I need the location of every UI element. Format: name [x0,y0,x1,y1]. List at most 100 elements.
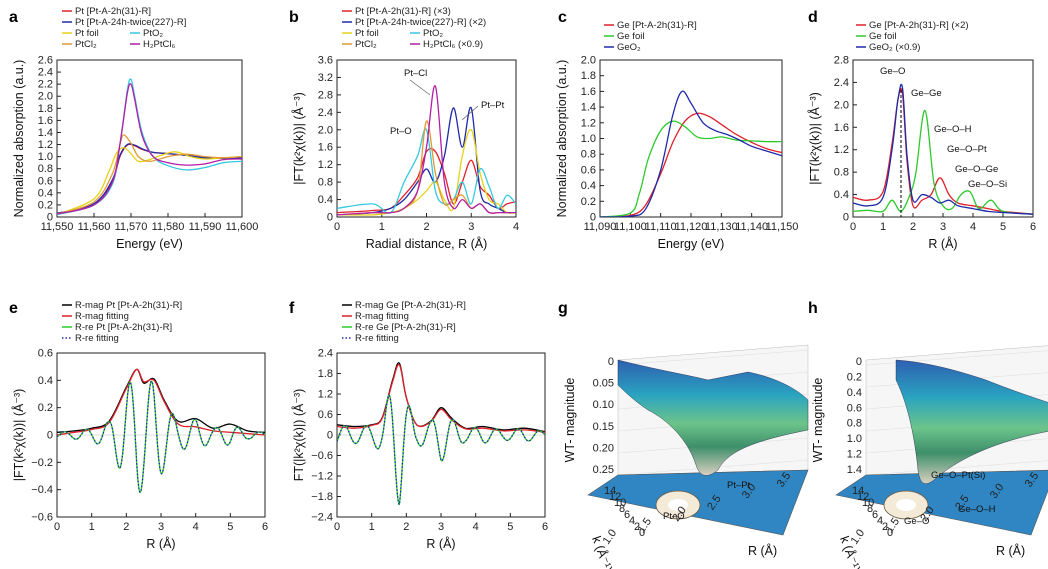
y-tick-label-b-6: 2.4 [318,107,333,119]
panel-label-f: f [289,300,295,317]
y-tick-label-b-1: 0.4 [318,194,333,206]
y-tick-label-d-1: 0.4 [834,189,849,201]
k-tick-label-h-3: 8 [867,503,873,515]
annotation-b-1: Pt–O [390,126,412,137]
z-tick-label-h-6: 1.2 [847,449,862,461]
y-axis-label-f: FT(|k²χ(k)|) (Å⁻³) [291,389,306,482]
wall-grid-g-0 [617,349,809,366]
y-tick-label-a-8: 1.6 [38,115,53,127]
x-tick-label-e-0: 0 [54,521,60,533]
y-axis-label-d: |FT(k²χ(k))| (Å⁻³) [807,92,822,185]
legend-label-b-5: H₂PtCl₆ (×0.9) [423,39,483,50]
x-tick-label-e-2: 2 [123,521,129,533]
legend-label-d-0: Ge [Pt-A-2h(31)-R] (×2) [869,20,969,31]
x-tick-label-b-1: 1 [379,221,385,233]
y-tick-label-a-9: 1.8 [38,103,53,115]
z-tick-label-g-0: 0 [608,356,614,368]
k-tick-label-h-5: 4 [877,515,883,527]
x-tick-label-b-4: 4 [513,221,519,233]
x-tick-label-e-3: 3 [158,521,164,533]
legend-label-c-0: Ge [Pt-A-2h(31)-R] [617,20,697,31]
series-line-e-2 [57,380,265,493]
floor-map-h [835,469,1048,536]
wall-grid-h-5 [865,460,1048,476]
k-tick-label-g-1: 12 [609,491,621,503]
y-tick-label-e-1: −0.4 [31,484,53,496]
z-tick-label-h-0: 0 [856,356,862,368]
series-line-b-2 [337,128,516,216]
y-tick-label-b-5: 2.0 [318,124,333,136]
x-tick-label-d-0: 0 [850,221,856,233]
series-line-a-2 [57,146,242,216]
y-tick-label-d-7: 2.8 [834,55,849,67]
series-line-c-2 [600,90,782,217]
z-tick-label-g-4: 0.20 [593,442,614,454]
y-tick-label-a-6: 1.2 [38,139,53,151]
legend-label-e-1: R-mag fitting [75,311,129,322]
panel-label-e: e [9,300,18,317]
legend-label-a-4: PtCl₂ [75,39,97,50]
series-line-a-0 [57,143,242,215]
series-line-a-4 [57,134,242,215]
y-tick-label-d-0: 0 [843,212,849,224]
legend-label-b-2: Pt foil [355,28,379,39]
annotation-g-1: Pt–O [663,511,685,522]
y-tick-label-f-5: 0.6 [318,409,333,421]
series-line-d-1 [853,109,1033,215]
k-tick-label-h-0: 14 [852,485,864,497]
y-tick-label-a-12: 2.4 [38,67,53,79]
y-tick-label-c-7: 1.4 [581,102,596,114]
z-tick-label-h-3: 0.6 [847,402,862,414]
series-line-b-5 [337,85,516,216]
series-line-e-3 [57,380,265,493]
x-tick-label-a-1: 11,560 [78,221,111,233]
x-tick-label-d-4: 4 [970,221,976,233]
y-axis-label-b: |FT(k²χ(k))| (Å⁻³) [291,92,306,185]
legend-label-b-0: Pt [Pt-A-2h(31)-R] (×3) [355,6,451,17]
y-tick-label-c-4: 0.8 [581,149,596,161]
legend-label-a-5: H₂PtCl₆ [143,39,175,50]
x-tick-label-f-6: 6 [542,521,548,533]
k-tick-label-g-3: 8 [619,503,625,515]
z-tick-label-h-5: 1.0 [847,433,862,445]
y-tick-label-c-6: 1.2 [581,117,596,129]
z-tick-label-g-5: 0.25 [593,464,614,476]
series-line-b-1 [337,106,516,216]
x-tick-label-f-5: 5 [507,521,513,533]
x-tick-label-c-5: 11,140 [735,221,768,233]
y-tick-label-c-5: 1.0 [581,133,596,145]
x-tick-label-e-5: 5 [227,521,233,533]
y-tick-label-b-8: 3.2 [318,72,333,84]
x-tick-label-c-4: 11,130 [705,221,738,233]
x-tick-label-b-3: 3 [468,221,474,233]
k-tick-label-g-4: 6 [624,509,630,521]
y-tick-label-b-7: 2.8 [318,89,333,101]
y-tick-label-d-2: 0.8 [834,167,849,179]
y-tick-label-a-10: 2.0 [38,91,53,103]
x-tick-label-c-6: 11,150 [766,221,799,233]
legend-label-f-1: R-mag fitting [355,311,409,322]
x-tick-label-d-5: 5 [1000,221,1006,233]
panel-label-h: h [808,300,818,317]
series-line-d-2 [853,83,1033,215]
y-tick-label-e-0: −0.6 [31,512,53,524]
y-tick-label-d-5: 2.0 [834,99,849,111]
k-tick-label-g-7: 0 [639,527,645,539]
annotation-d-2: Ge–O–H [934,124,972,135]
plot-frame-d [852,59,1034,218]
x-tick-label-a-5: 11,600 [226,221,259,233]
z-tick-label-g-2: 0.10 [593,399,614,411]
y-tick-label-f-3: −0.6 [311,450,333,462]
y-tick-label-d-3: 1.2 [834,144,849,156]
x-tick-label-c-0: 11,090 [584,221,617,233]
legend-label-e-0: R-mag Pt [Pt-A-2h(31)-R] [75,300,182,311]
annotation-d-0: Ge–O [880,66,905,77]
y-tick-label-c-8: 1.6 [581,86,596,98]
x-tick-label-b-0: 0 [334,221,340,233]
panel-label-g: g [558,300,568,317]
legend-label-a-0: Pt [Pt-A-2h(31)-R] [75,6,151,17]
series-line-a-5 [57,83,242,215]
panel-label-b: b [289,9,299,26]
y-tick-label-a-1: 0.2 [38,199,53,211]
annotation-b-2: Pt–Pt [481,100,505,111]
